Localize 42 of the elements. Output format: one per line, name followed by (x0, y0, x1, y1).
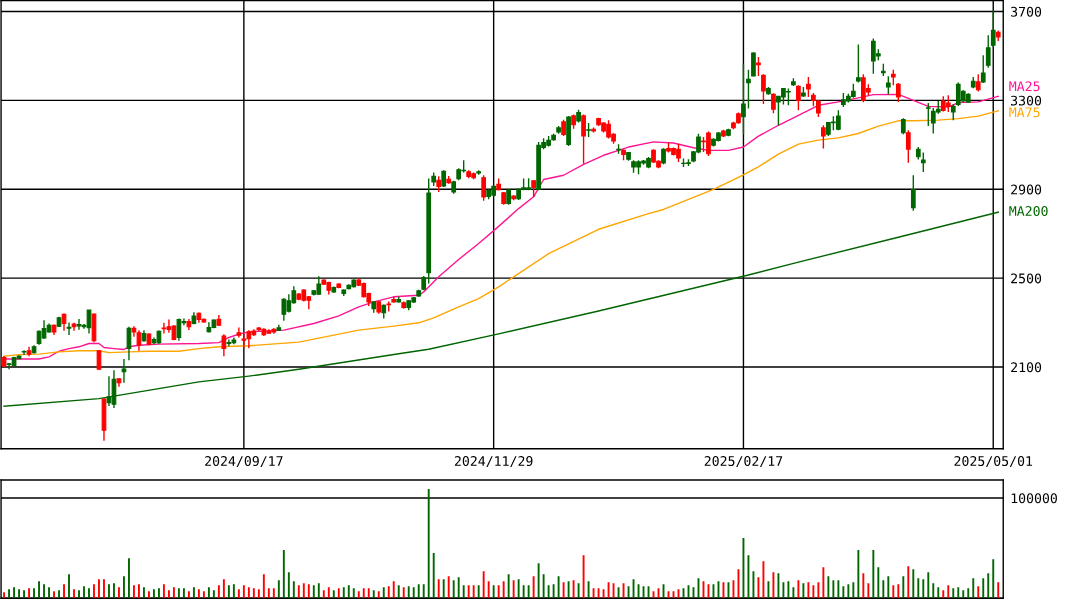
candlestick (920, 151, 926, 173)
candlestick (771, 92, 776, 114)
y-tick-label: 3300 (1011, 95, 1042, 106)
y-tick-label: 2900 (1011, 184, 1042, 195)
series-label: MA75 (1009, 107, 1040, 118)
candlestick (221, 333, 227, 357)
candlestick (741, 63, 746, 136)
candlestick (281, 297, 287, 322)
candlestick (76, 318, 82, 331)
series-label: MA200 (1009, 206, 1048, 217)
candlestick (581, 113, 586, 165)
x-tick-label: 2025/02/17 (704, 456, 783, 468)
x-tick-label: 2024/11/29 (454, 456, 533, 468)
candlestick (746, 69, 751, 110)
candlestick (855, 43, 861, 84)
y-tick-label: 2500 (1011, 273, 1042, 284)
candlestick (905, 129, 911, 164)
x-tick-label: 2024/09/17 (205, 456, 283, 468)
candlestick (121, 358, 127, 384)
candlestick (821, 124, 826, 150)
candlestick (161, 322, 167, 335)
candlestick (761, 73, 766, 105)
x-tick-label: 2025/05/01 (954, 456, 1033, 468)
series-label: MA25 (1009, 81, 1040, 92)
candlestick (980, 54, 986, 84)
candlestick (66, 321, 72, 336)
candlestick (796, 84, 801, 112)
candlestick (481, 174, 487, 202)
candlestick (990, 9, 996, 48)
candlestick (226, 338, 232, 347)
candlestick (910, 174, 916, 212)
y-tick-label: 2100 (1011, 362, 1042, 373)
candlestick (806, 76, 811, 98)
candlestick (985, 34, 991, 69)
y-tick-label: 3700 (1011, 6, 1042, 17)
candlestick (925, 102, 931, 127)
candlestick (751, 51, 756, 78)
y-tick-label: 100000 (1011, 493, 1057, 504)
line-series (3, 211, 999, 407)
candlestick (241, 332, 247, 350)
candlestick (756, 56, 761, 77)
candlestick (895, 82, 901, 103)
